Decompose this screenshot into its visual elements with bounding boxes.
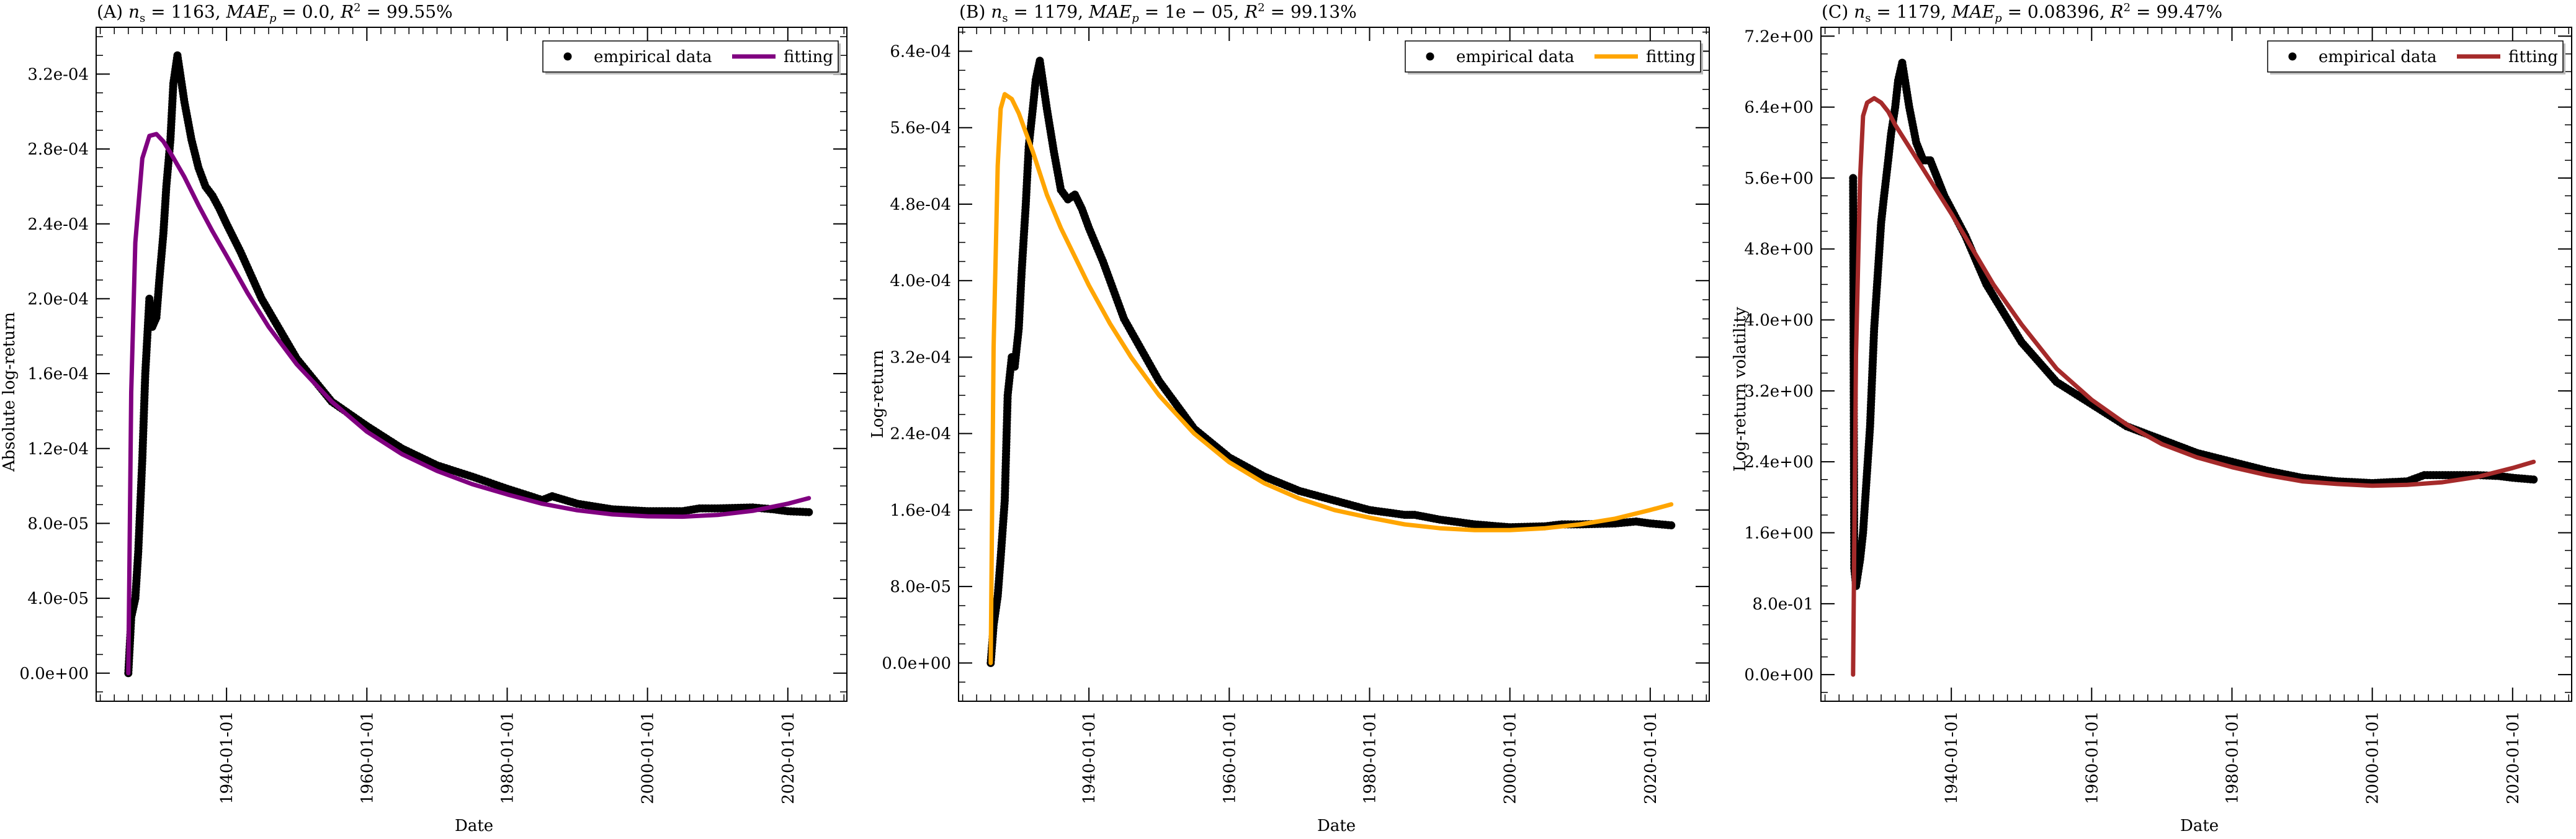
y-tick-label: 2.4e+00 (1744, 453, 1813, 472)
x-tick-label: 1960-01-01 (2083, 711, 2101, 804)
panel-a-title: (A) ns = 1163, MAEp = 0.0, R2 = 99.55% (97, 1, 453, 25)
y-tick-label: 4.0e+00 (1744, 312, 1813, 330)
x-tick-label: 2020-01-01 (2504, 711, 2523, 804)
y-tick-label: 7.2e+00 (1744, 27, 1813, 46)
panel-a-chart: 0.0e+00 4.0e-05 8.0e-05 1.2e-04 1.6e-04 2.0e-… (19, 27, 847, 804)
legend: empirical data fitting (1405, 40, 1703, 74)
y-tick-label: 1.6e+00 (1744, 524, 1813, 543)
x-tick-label: 1940-01-01 (1943, 711, 1961, 804)
panel-c-xlabel: Date (2180, 817, 2219, 835)
y-tick-label: 1.2e-04 (27, 440, 89, 459)
panel-b-xlabel: Date (1317, 817, 1356, 835)
x-tick-label: 2020-01-01 (1642, 711, 1660, 804)
x-axis-ticks (99, 27, 845, 701)
legend-label-fitting: fitting (2508, 48, 2558, 66)
legend-marker-empirical (2288, 52, 2297, 61)
data-point (2529, 475, 2538, 484)
series-empirical-data (1849, 58, 2538, 590)
y-tick-label: 2.8e-04 (27, 140, 89, 159)
y-tick-label: 8.0e-05 (27, 514, 89, 533)
y-tick-label: 1.6e-04 (27, 365, 89, 384)
y-tick-label: 2.4e-04 (890, 425, 951, 444)
x-tick-label: 1940-01-01 (218, 711, 236, 804)
y-tick-label: 3.2e-04 (27, 65, 89, 84)
series-fitting-line (988, 92, 1674, 665)
y-tick-label: 0.0e+00 (19, 665, 89, 683)
y-tick-label: 6.4e-04 (890, 43, 951, 61)
legend: empirical data fitting (542, 40, 841, 74)
y-tick-label: 0.0e+00 (1744, 666, 1813, 684)
x-axis-ticks (1824, 27, 2570, 701)
series-empirical-data (986, 56, 1676, 667)
series-empirical-data (124, 51, 813, 678)
x-axis-ticks (962, 27, 1707, 701)
panel-a-xlabel: Date (455, 817, 494, 835)
legend-label-empirical: empirical data (1456, 48, 1574, 66)
panel-c-chart: 0.0e+00 8.0e-01 1.6e+00 2.4e+00 3.2e+00 4.0e+… (1744, 27, 2572, 804)
legend-label-fitting: fitting (784, 48, 833, 66)
y-tick-label: 4.8e+00 (1744, 240, 1813, 259)
panel-b-chart: 0.0e+00 8.0e-05 1.6e-04 2.4e-04 3.2e-04 4.0e-… (882, 27, 1710, 804)
data-point (805, 508, 813, 516)
x-tick-label: 1980-01-01 (498, 711, 517, 804)
y-tick-label: 3.2e-04 (890, 348, 951, 367)
y-tick-label: 6.4e+00 (1744, 99, 1813, 117)
y-axis-ticks (96, 36, 847, 693)
y-tick-label: 2.0e-04 (27, 290, 89, 308)
data-point (1667, 521, 1676, 530)
legend-label-empirical: empirical data (2319, 48, 2436, 66)
x-tick-label: 1980-01-01 (2223, 711, 2242, 804)
x-tick-label: 2020-01-01 (779, 711, 798, 804)
plot-frame (1820, 27, 2572, 702)
y-tick-label: 8.0e-01 (1752, 595, 1813, 614)
y-axis-ticks (959, 31, 1709, 683)
y-tick-label: 8.0e-05 (890, 578, 951, 596)
y-axis-ticks (1821, 35, 2572, 693)
series-fitting-line (1851, 96, 2536, 677)
y-tick-label: 2.4e-04 (27, 215, 89, 234)
x-tick-label: 1940-01-01 (1080, 711, 1099, 804)
y-tick-label: 0.0e+00 (882, 654, 951, 673)
panel-c-title: (C) ns = 1179, MAEp = 0.08396, R2 = 99.4… (1822, 1, 2223, 25)
legend-marker-empirical (563, 52, 572, 61)
y-tick-label: 5.6e-04 (890, 119, 951, 138)
legend-label-fitting: fitting (1646, 48, 1696, 66)
plot-frame (958, 27, 1710, 702)
x-tick-label: 1960-01-01 (358, 711, 377, 804)
y-tick-label: 1.6e-04 (890, 501, 951, 520)
x-tick-label: 1960-01-01 (1220, 711, 1239, 804)
x-tick-label: 2000-01-01 (639, 711, 658, 804)
y-tick-label: 4.8e-04 (890, 195, 951, 214)
panel-b-title: (B) ns = 1179, MAEp = 1e − 05, R2 = 99.1… (959, 1, 1357, 25)
plot-frame (96, 27, 847, 702)
y-tick-label: 4.0e-05 (27, 590, 89, 608)
legend-label-empirical: empirical data (594, 48, 712, 66)
y-tick-label: 5.6e+00 (1744, 169, 1813, 188)
legend-marker-empirical (1426, 52, 1434, 61)
series-fitting-line (126, 132, 812, 676)
x-tick-label: 1980-01-01 (1361, 711, 1379, 804)
y-tick-label: 4.0e-04 (890, 272, 951, 290)
y-tick-label: 3.2e+00 (1744, 382, 1813, 401)
legend: empirical data fitting (2267, 40, 2565, 74)
x-tick-label: 2000-01-01 (1501, 711, 1520, 804)
x-tick-label: 2000-01-01 (2364, 711, 2382, 804)
